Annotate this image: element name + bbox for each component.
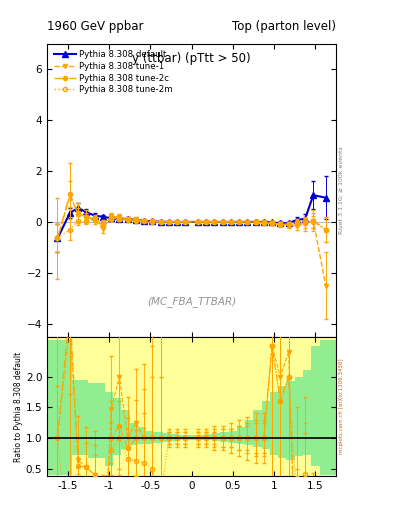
Text: mcplots.cern.ch [arXiv:1306.3436]: mcplots.cern.ch [arXiv:1306.3436] bbox=[339, 358, 344, 454]
Text: 1960 GeV ppbar: 1960 GeV ppbar bbox=[47, 20, 144, 33]
Legend: Pythia 8.308 default, Pythia 8.308 tune-1, Pythia 8.308 tune-2c, Pythia 8.308 tu: Pythia 8.308 default, Pythia 8.308 tune-… bbox=[51, 48, 175, 97]
Text: Top (parton level): Top (parton level) bbox=[232, 20, 336, 33]
Text: Rivet 3.1.10; ≥ 100k events: Rivet 3.1.10; ≥ 100k events bbox=[339, 146, 344, 234]
Y-axis label: Ratio to Pythia 8.308 default: Ratio to Pythia 8.308 default bbox=[14, 351, 23, 461]
Text: y (ttbar) (pTtt > 50): y (ttbar) (pTtt > 50) bbox=[132, 52, 251, 66]
Text: (MC_FBA_TTBAR): (MC_FBA_TTBAR) bbox=[147, 296, 236, 307]
